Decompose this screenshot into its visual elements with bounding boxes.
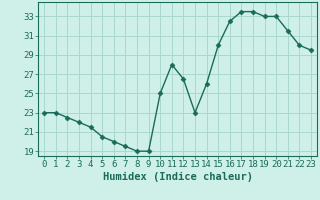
X-axis label: Humidex (Indice chaleur): Humidex (Indice chaleur) xyxy=(103,172,252,182)
